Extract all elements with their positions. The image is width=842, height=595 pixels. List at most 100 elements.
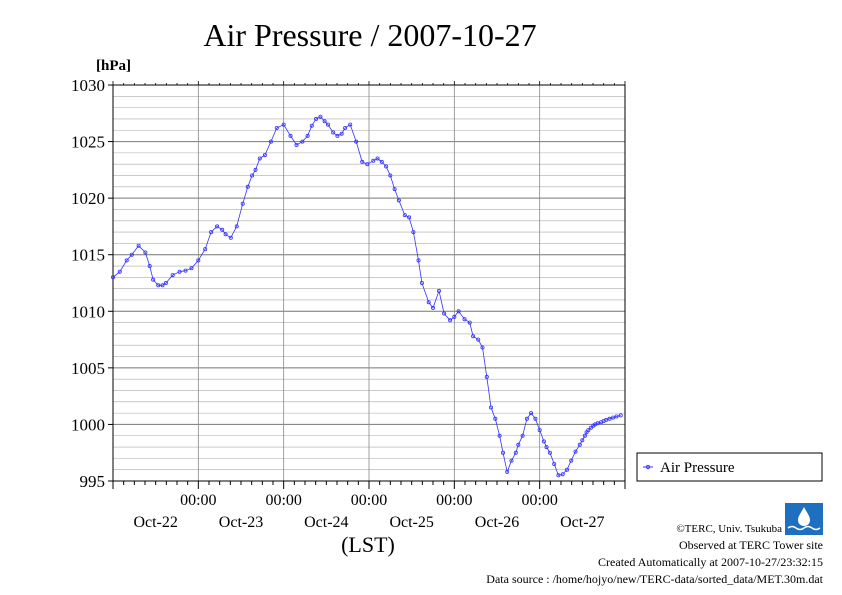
legend-label: Air Pressure [660, 460, 735, 476]
data-point [560, 472, 565, 477]
data-point [588, 425, 593, 430]
data-point [533, 416, 538, 421]
data-point [250, 173, 255, 178]
data-point [189, 266, 194, 271]
data-point [452, 314, 457, 319]
data-point [183, 268, 188, 273]
series-line [112, 116, 621, 476]
data-point [419, 280, 424, 285]
data-point [228, 235, 233, 240]
data-point [456, 309, 461, 314]
data-point [129, 252, 134, 257]
data-point [500, 450, 505, 455]
data-point [325, 122, 330, 127]
x-axis-label: (LST) [341, 532, 395, 557]
data-point [426, 300, 431, 305]
data-point [541, 439, 546, 444]
data-point [384, 164, 389, 169]
data-point [143, 250, 148, 255]
data-point [220, 227, 225, 232]
created-text: Created Automatically at 2007-10-27/23:3… [598, 555, 823, 569]
data-point [442, 311, 447, 316]
data-point [257, 156, 262, 161]
data-point [253, 167, 258, 172]
data-point [288, 133, 293, 138]
data-point [111, 275, 116, 280]
tick-labels: 995 1000 1005 1010 1015 1020 1025 1030 00:00 00:0… [71, 76, 605, 531]
data-point [305, 133, 310, 138]
data-point [537, 428, 542, 433]
data-point [388, 173, 393, 178]
data-point [360, 159, 365, 164]
data-point [147, 263, 152, 268]
x-date-label: Oct-26 [475, 514, 519, 531]
data-point [274, 126, 279, 131]
data-point [151, 277, 156, 282]
copyright-text: ©TERC, Univ. Tsukuba [676, 523, 782, 535]
wave-icon [787, 525, 821, 531]
data-point [156, 283, 161, 288]
legend-box [636, 452, 823, 482]
data-point [484, 374, 489, 379]
y-tick-label: 1030 [71, 76, 105, 95]
data-point [520, 433, 525, 438]
data-point [573, 449, 578, 454]
legend: Air Pressure [636, 452, 823, 482]
y-tick-label: 995 [80, 472, 106, 491]
data-point [586, 428, 591, 433]
data-point [354, 139, 359, 144]
data-point [524, 416, 529, 421]
data-point [467, 320, 472, 325]
credits-block: ©TERC, Univ. Tsukuba Observed at TERC To… [486, 523, 823, 586]
data-point [476, 337, 481, 342]
data-point [556, 473, 561, 478]
axes [108, 81, 626, 489]
data-point [471, 334, 476, 339]
observed-text: Observed at TERC Tower site [679, 538, 823, 552]
data-point [117, 269, 122, 274]
data-point [509, 458, 514, 463]
data-point [407, 215, 412, 220]
data-point [335, 133, 340, 138]
x-tick-time-label: 00:00 [436, 492, 472, 509]
terc-logo [785, 503, 823, 535]
data-point [565, 467, 570, 472]
data-point [505, 469, 510, 474]
data-point [196, 258, 201, 263]
data-point [331, 130, 336, 135]
data-point [348, 122, 353, 127]
data-point [234, 224, 239, 229]
data-point [604, 417, 609, 422]
data-point [160, 283, 165, 288]
data-point [448, 318, 453, 323]
data-point [513, 450, 518, 455]
data-point [396, 198, 401, 203]
data-point [618, 413, 623, 418]
data-point [529, 411, 534, 416]
data-point [245, 184, 250, 189]
data-point [462, 317, 467, 322]
data-point [611, 415, 616, 420]
x-tick-time-label: 00:00 [265, 492, 301, 509]
data-point [124, 258, 129, 263]
x-tick-time-label: 00:00 [180, 492, 216, 509]
data-point [309, 123, 314, 128]
data-point [493, 416, 498, 421]
y-tick-label: 1000 [71, 415, 105, 434]
data-point [497, 433, 502, 438]
drop-icon [798, 507, 810, 526]
data-point [552, 461, 557, 466]
y-tick-label: 1005 [71, 359, 105, 378]
data-point [203, 247, 208, 252]
data-point [580, 438, 585, 443]
data-point [547, 450, 552, 455]
x-date-label: Oct-22 [133, 514, 177, 531]
data-point [136, 243, 141, 248]
data-point [595, 421, 600, 426]
data-point [322, 119, 327, 124]
y-axis-unit-label: [hPa] [96, 58, 131, 74]
data-point [392, 187, 397, 192]
data-point [379, 159, 384, 164]
